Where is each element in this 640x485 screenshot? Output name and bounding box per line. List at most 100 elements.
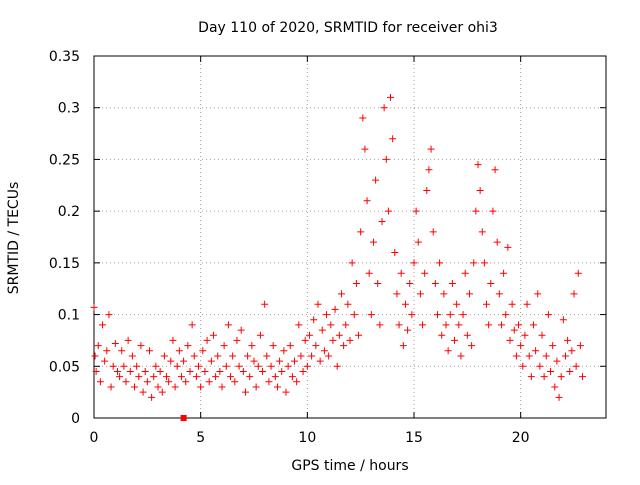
data-point: [361, 145, 369, 153]
data-point: [491, 166, 499, 174]
data-point: [348, 259, 356, 267]
data-point: [288, 373, 296, 381]
data-point: [414, 238, 422, 246]
data-point: [148, 393, 156, 401]
data-point: [124, 336, 132, 344]
data-point: [201, 367, 209, 375]
data-point: [384, 207, 392, 215]
data-point: [120, 362, 128, 370]
y-tick-label: 0.25: [49, 152, 80, 168]
data-point: [378, 217, 386, 225]
data-point: [175, 347, 183, 355]
data-point: [576, 342, 584, 350]
data-point: [342, 321, 350, 329]
data-point: [96, 378, 104, 386]
data-point: [314, 300, 322, 308]
data-point: [397, 269, 405, 277]
data-point: [408, 311, 416, 319]
data-point: [291, 357, 299, 365]
data-point: [455, 321, 463, 329]
data-point: [256, 331, 264, 339]
data-point: [436, 259, 444, 267]
data-point: [497, 321, 505, 329]
data-point: [459, 311, 467, 319]
data-point: [363, 197, 371, 205]
data-point: [156, 367, 164, 375]
data-point: [427, 145, 435, 153]
data-point: [570, 290, 578, 298]
data-point: [239, 367, 247, 375]
data-point: [395, 321, 403, 329]
data-point: [91, 352, 99, 360]
data-point: [222, 362, 230, 370]
data-point: [544, 311, 552, 319]
data-point: [282, 388, 290, 396]
data-point: [192, 373, 200, 381]
data-point: [128, 352, 136, 360]
data-point: [374, 280, 382, 288]
data-point: [316, 357, 324, 365]
data-point: [312, 342, 320, 350]
data-point: [429, 228, 437, 236]
data-point: [265, 378, 273, 386]
data-point: [529, 321, 537, 329]
data-point: [448, 280, 456, 288]
data-point: [461, 269, 469, 277]
data-point: [515, 321, 523, 329]
data-point: [308, 352, 316, 360]
data-point: [241, 388, 249, 396]
data-point: [468, 342, 476, 350]
data-point: [393, 290, 401, 298]
data-point: [310, 316, 318, 324]
data-point: [286, 342, 294, 350]
data-point: [495, 290, 503, 298]
data-point: [137, 342, 145, 350]
data-point: [177, 373, 185, 381]
data-point: [421, 269, 429, 277]
data-point: [564, 336, 572, 344]
data-point: [489, 207, 497, 215]
data-point: [442, 321, 450, 329]
data-point: [224, 321, 232, 329]
data-point: [485, 321, 493, 329]
data-point: [180, 357, 188, 365]
data-point: [111, 340, 119, 348]
data-point: [340, 342, 348, 350]
data-point: [404, 326, 412, 334]
data-point: [523, 300, 531, 308]
data-point: [372, 176, 380, 184]
data-point: [103, 347, 111, 355]
data-point: [542, 352, 550, 360]
data-point: [299, 367, 307, 375]
data-point: [105, 311, 113, 319]
data-point: [440, 290, 448, 298]
data-point: [352, 280, 360, 288]
data-point: [410, 259, 418, 267]
data-point: [566, 367, 574, 375]
data-point: [263, 352, 271, 360]
y-tick-label: 0.35: [49, 49, 80, 65]
data-point: [365, 269, 373, 277]
data-point: [335, 331, 343, 339]
data-point: [145, 347, 153, 355]
square-marker: [180, 415, 187, 421]
data-point: [329, 336, 337, 344]
data-point: [259, 367, 267, 375]
data-point: [483, 300, 491, 308]
y-tick-label: 0.05: [49, 359, 80, 375]
data-point: [165, 378, 173, 386]
data-point: [487, 280, 495, 288]
data-point: [419, 321, 427, 329]
y-tick-label: 0.1: [58, 308, 80, 324]
data-point: [357, 228, 365, 236]
data-point: [276, 357, 284, 365]
data-point: [301, 336, 309, 344]
data-point: [122, 378, 130, 386]
data-point: [382, 155, 390, 163]
data-point: [337, 290, 345, 298]
data-point: [133, 362, 141, 370]
data-point: [141, 367, 149, 375]
data-point: [510, 326, 518, 334]
